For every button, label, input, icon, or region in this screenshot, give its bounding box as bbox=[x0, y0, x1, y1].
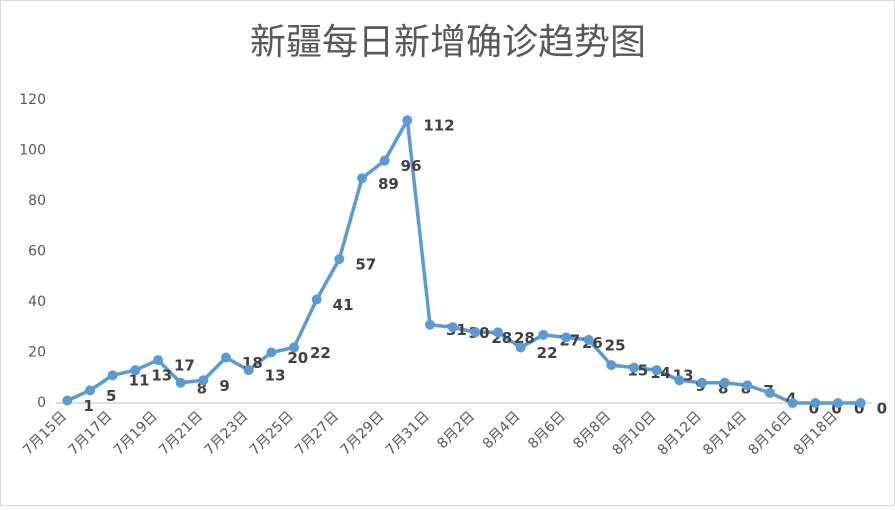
data-label: 22 bbox=[537, 344, 558, 362]
data-label: 20 bbox=[287, 349, 308, 367]
point bbox=[810, 398, 821, 408]
y-tick-label: 60 bbox=[28, 244, 46, 260]
point bbox=[402, 115, 413, 126]
data-label: 9 bbox=[219, 377, 229, 395]
data-label: 22 bbox=[310, 344, 331, 362]
point bbox=[515, 342, 526, 353]
y-tick-label: 20 bbox=[28, 345, 46, 361]
point bbox=[833, 398, 843, 408]
point bbox=[334, 254, 345, 265]
y-tick-label: 100 bbox=[19, 143, 46, 159]
point bbox=[130, 365, 141, 376]
data-label: 17 bbox=[174, 357, 195, 375]
y-tick-label: 120 bbox=[19, 92, 46, 108]
data-label: 57 bbox=[355, 256, 376, 274]
point bbox=[266, 347, 277, 358]
point bbox=[651, 365, 662, 376]
point bbox=[697, 377, 707, 388]
point bbox=[175, 377, 186, 388]
point bbox=[221, 352, 231, 363]
point bbox=[425, 319, 435, 330]
y-tick-label: 0 bbox=[37, 395, 46, 411]
data-label: 1 bbox=[83, 397, 93, 415]
point bbox=[85, 385, 95, 396]
data-label: 41 bbox=[333, 296, 354, 314]
point bbox=[719, 377, 730, 388]
data-label: 89 bbox=[378, 175, 399, 193]
point bbox=[447, 322, 458, 333]
data-label: 0 bbox=[809, 400, 819, 418]
point bbox=[674, 375, 685, 386]
data-label: 8 bbox=[718, 379, 728, 397]
point bbox=[742, 380, 753, 391]
data-label: 0 bbox=[831, 400, 841, 418]
point bbox=[583, 334, 594, 345]
point bbox=[62, 395, 73, 406]
point bbox=[153, 355, 163, 366]
data-label: 0 bbox=[854, 400, 864, 418]
data-label: 25 bbox=[605, 336, 626, 354]
point bbox=[379, 155, 390, 166]
point bbox=[493, 327, 503, 338]
y-tick-label: 80 bbox=[28, 193, 46, 209]
point bbox=[470, 327, 481, 338]
point bbox=[198, 375, 209, 386]
data-label: 11 bbox=[129, 372, 150, 390]
data-label: 5 bbox=[106, 387, 116, 405]
point bbox=[289, 342, 299, 353]
point bbox=[765, 387, 775, 398]
chart-title: 新疆每日新增确诊趋势图 bbox=[250, 22, 646, 63]
point bbox=[243, 365, 254, 376]
point bbox=[561, 332, 571, 343]
point bbox=[787, 398, 798, 408]
data-label: 96 bbox=[401, 157, 422, 175]
y-tick-label: 40 bbox=[28, 294, 46, 310]
data-label: 13 bbox=[265, 367, 286, 385]
data-label: 13 bbox=[151, 367, 172, 385]
point bbox=[357, 173, 367, 184]
point bbox=[107, 370, 118, 381]
point bbox=[538, 329, 549, 340]
data-label: 0 bbox=[877, 400, 887, 418]
data-label: 28 bbox=[514, 329, 535, 347]
data-label: 8 bbox=[197, 379, 207, 397]
point bbox=[311, 294, 322, 305]
point bbox=[629, 362, 639, 373]
point bbox=[606, 360, 617, 371]
point bbox=[855, 398, 866, 408]
data-label: 112 bbox=[423, 117, 454, 135]
